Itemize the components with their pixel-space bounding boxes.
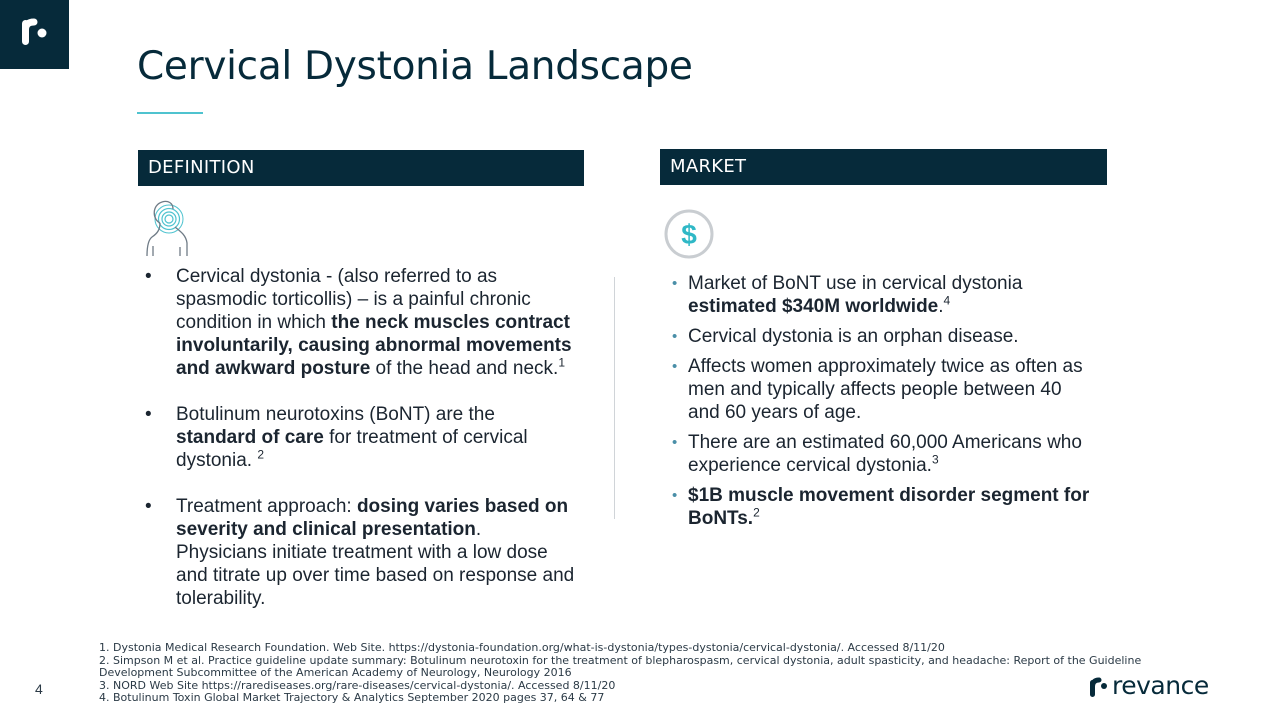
title-underline	[137, 112, 203, 114]
corner-logo	[0, 0, 69, 69]
definition-list: Cervical dystonia - (also referred to as…	[145, 265, 575, 633]
market-bullet: There are an estimated 60,000 Americans …	[672, 431, 1092, 477]
svg-text:$: $	[681, 219, 697, 250]
page-title: Cervical Dystonia Landscape	[137, 44, 693, 89]
brand-logo: revance	[1087, 671, 1209, 700]
market-bullet: $1B muscle movement disorder segment for…	[672, 484, 1092, 530]
footnote: 3. NORD Web Site https://rarediseases.or…	[99, 678, 616, 692]
definition-header: DEFINITION	[138, 150, 584, 186]
neck-pain-icon	[146, 200, 188, 257]
market-list: Market of BoNT use in cervical dystonia …	[672, 272, 1092, 537]
footnotes: 1. Dystonia Medical Research Foundation.…	[99, 641, 1159, 705]
market-bullet: Affects women approximately twice as oft…	[672, 355, 1092, 424]
market-bullet: Market of BoNT use in cervical dystonia …	[672, 272, 1092, 318]
footnote: 4. Botulinum Toxin Global Market Traject…	[99, 691, 605, 704]
revance-logo-icon	[1090, 677, 1107, 697]
brand-name: revance	[1112, 671, 1209, 700]
market-bullet: Cervical dystonia is an orphan disease.	[672, 325, 1092, 348]
dollar-coin-icon: $	[664, 209, 714, 259]
footnote: 2. Simpson M et al. Practice guideline u…	[99, 653, 1142, 679]
definition-bullet: Cervical dystonia - (also referred to as…	[145, 265, 575, 380]
footnote: 1. Dystonia Medical Research Foundation.…	[99, 641, 945, 654]
page-number: 4	[35, 681, 43, 697]
market-header: MARKET	[660, 149, 1107, 185]
definition-bullet: Treatment approach: dosing varies based …	[145, 495, 575, 610]
column-divider	[614, 277, 615, 519]
revance-mark-icon	[22, 18, 47, 45]
definition-bullet: Botulinum neurotoxins (BoNT) are the sta…	[145, 403, 575, 472]
